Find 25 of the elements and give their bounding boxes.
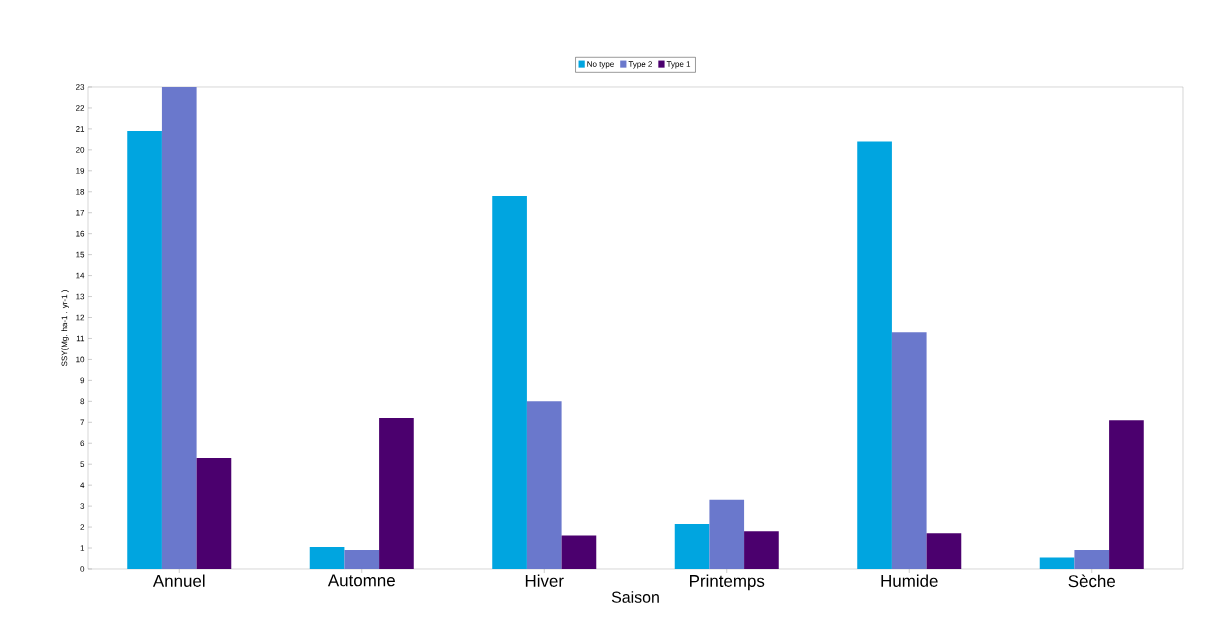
bar (379, 418, 414, 569)
x-tick-label: Annuel (152, 574, 205, 587)
bar (344, 550, 380, 569)
x-tick-label: Hiver (525, 574, 564, 587)
bar (561, 535, 597, 569)
x-axis-title: Saison (611, 591, 659, 603)
bar (926, 533, 962, 569)
bar (1074, 550, 1110, 569)
bar (891, 332, 927, 569)
bar (161, 86, 197, 569)
bar (492, 195, 527, 569)
bar (744, 531, 779, 569)
x-tick-label: Humide (881, 574, 938, 587)
bar (857, 141, 892, 569)
bar (526, 401, 562, 569)
bar (196, 457, 232, 569)
bar (127, 130, 162, 569)
bar (309, 546, 345, 569)
x-tick-label: Sèche (1068, 574, 1116, 588)
x-tick-label: Printemps (690, 574, 765, 591)
x-tick-label: Automne (327, 574, 395, 587)
bar (674, 523, 710, 569)
bar (1039, 557, 1075, 569)
bar (1109, 420, 1144, 569)
bar (709, 499, 745, 569)
